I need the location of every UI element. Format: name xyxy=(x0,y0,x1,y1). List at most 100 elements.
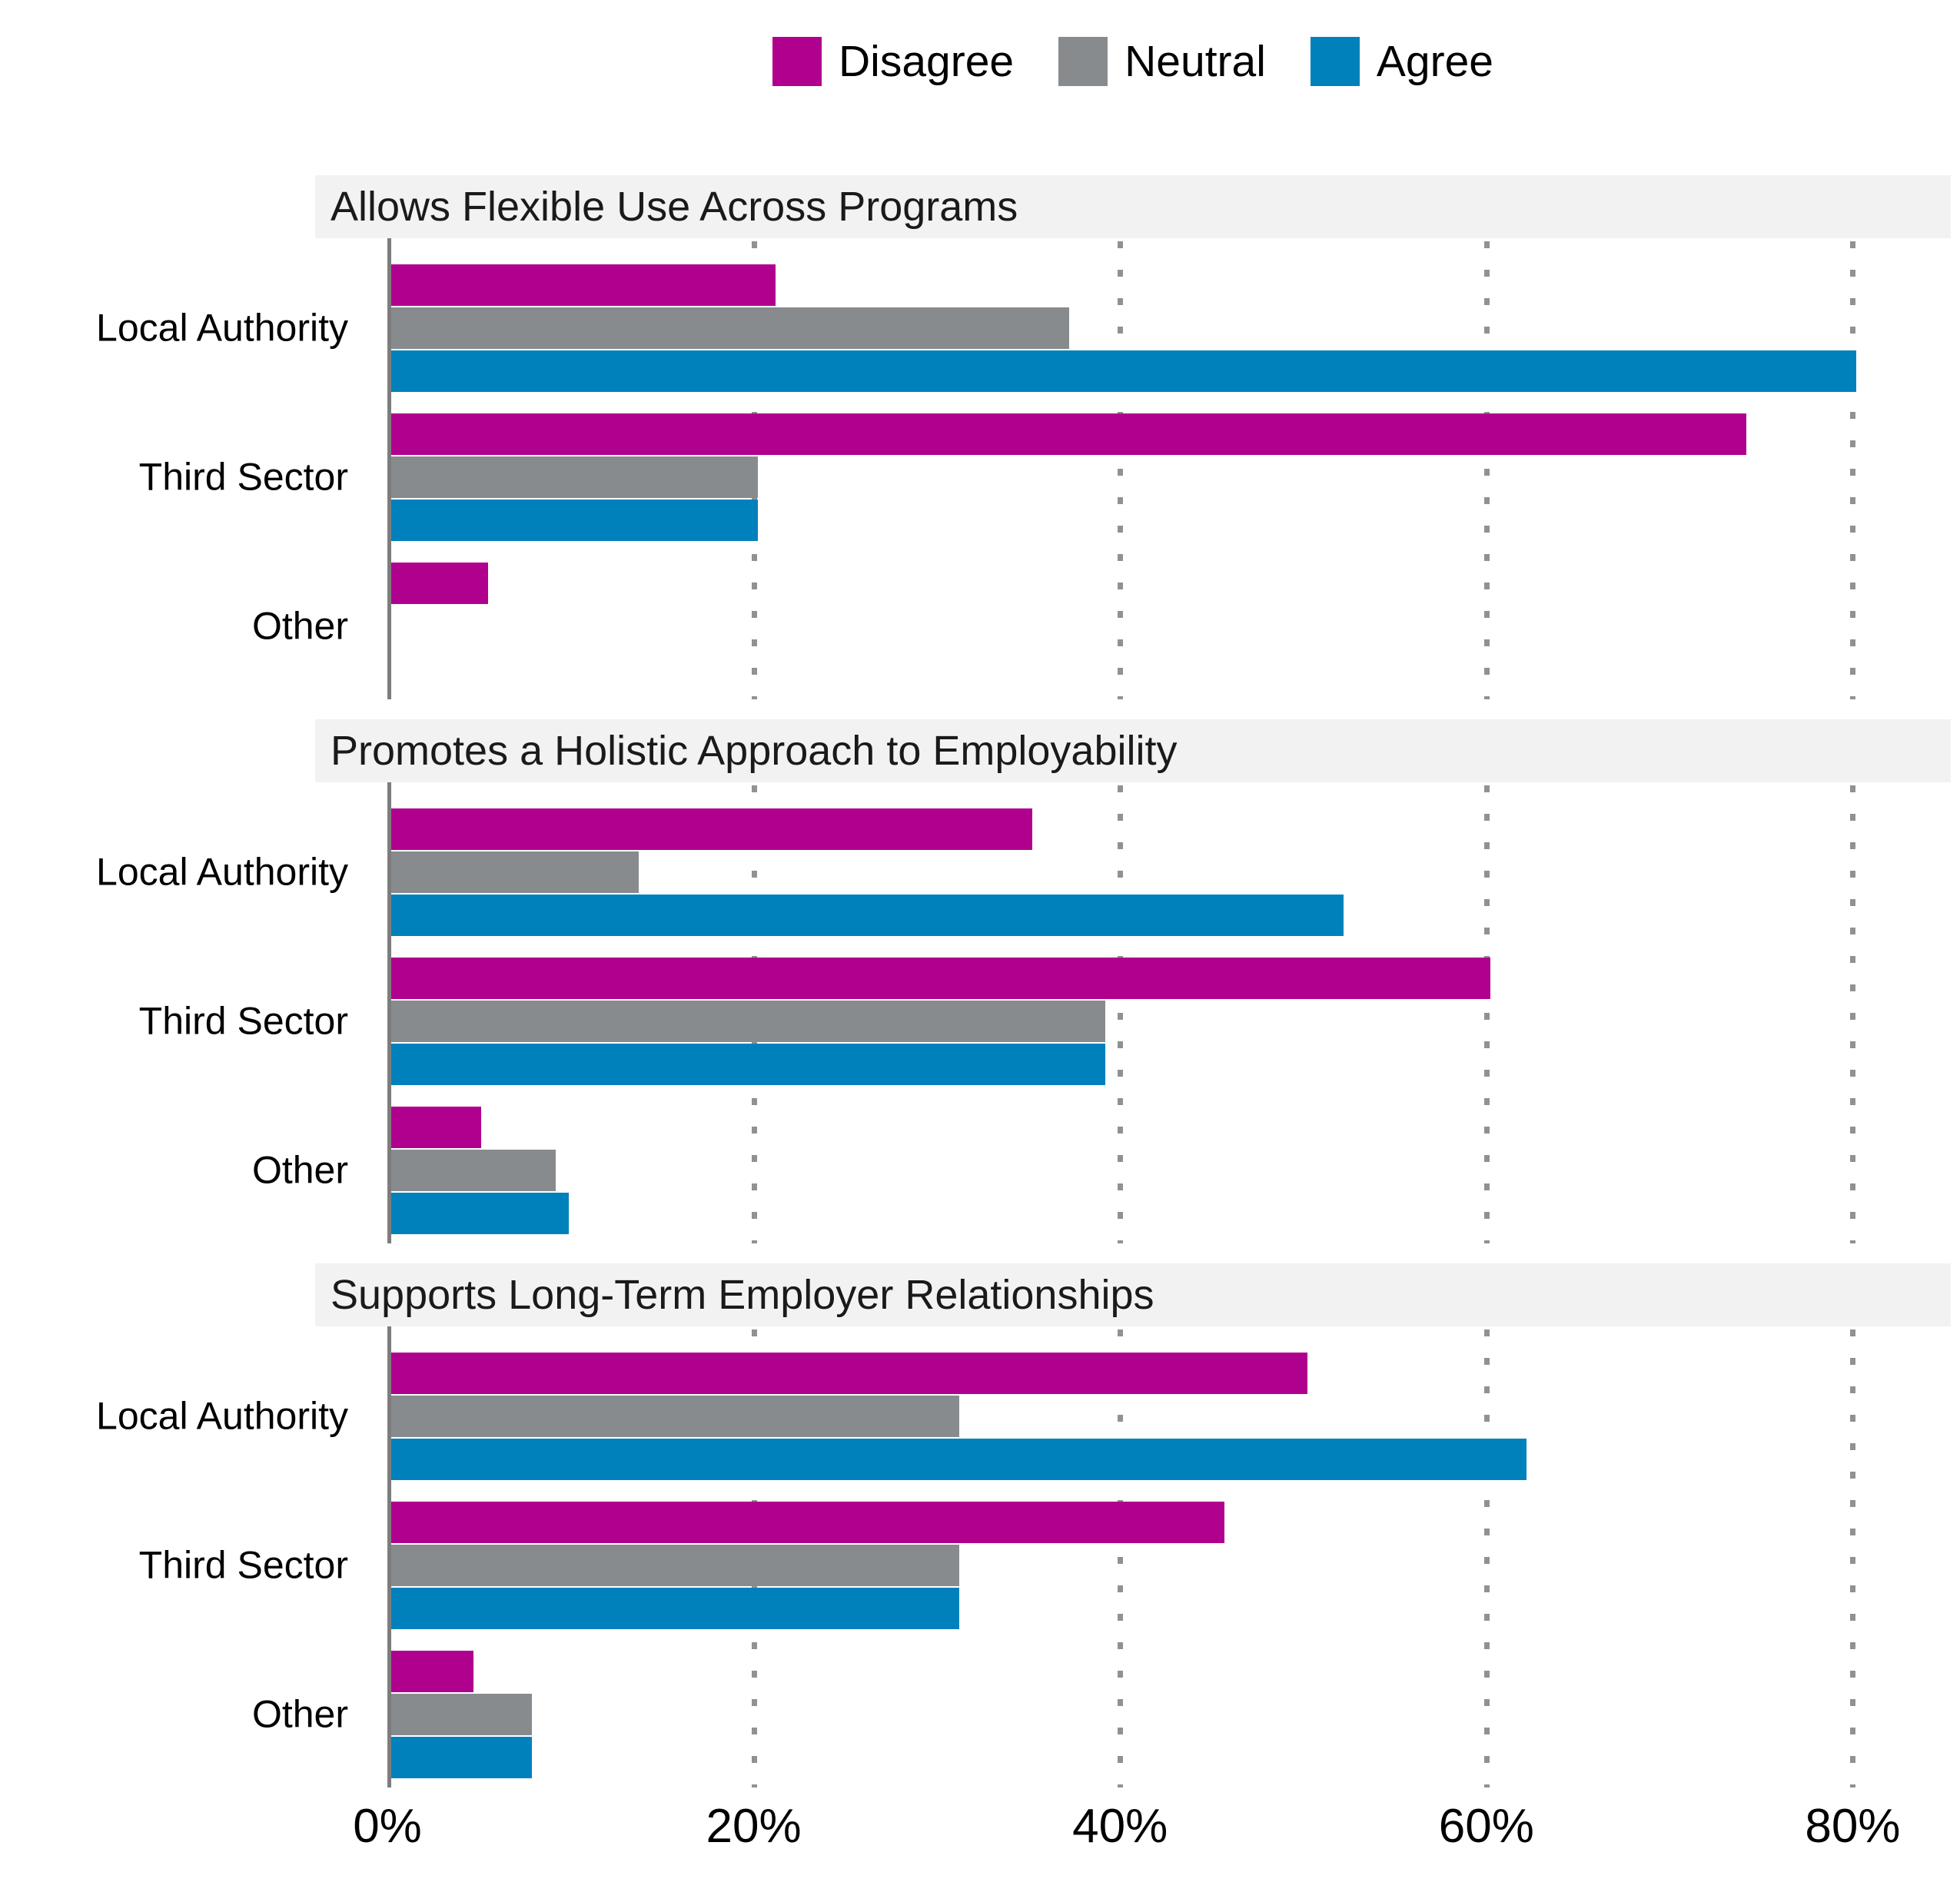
bar-row xyxy=(391,563,1951,604)
bar-row xyxy=(391,1545,1951,1586)
bar-row xyxy=(391,1439,1951,1480)
bar-other-neutral xyxy=(391,1694,533,1735)
gridline-80 xyxy=(1850,241,1856,699)
bars-container xyxy=(391,808,1951,1234)
bar-other-disagree xyxy=(391,563,489,604)
bar-local-authority-agree xyxy=(391,350,1857,392)
bar-local-authority-disagree xyxy=(391,264,776,306)
bar-third-sector-agree xyxy=(391,1044,1106,1085)
y-axis-line xyxy=(387,238,391,699)
bar-row xyxy=(391,1694,1951,1735)
panel-1: Allows Flexible Use Across Programs Local… xyxy=(96,175,1951,699)
category-label-local-authority: Local Authority xyxy=(96,850,348,894)
plot-area: Local Authority Third Sector Other xyxy=(96,238,1951,699)
bar-row xyxy=(391,851,1951,893)
category-label-other: Other xyxy=(251,604,348,648)
bar-group-third-sector xyxy=(391,958,1951,1085)
bar-third-sector-neutral xyxy=(391,1001,1106,1042)
bar-local-authority-agree xyxy=(391,895,1344,936)
bar-local-authority-disagree xyxy=(391,808,1033,850)
bar-row xyxy=(391,413,1951,455)
legend-label: Neutral xyxy=(1125,36,1266,86)
category-label-other: Other xyxy=(251,1692,348,1736)
x-tick-label-20: 20% xyxy=(706,1800,802,1853)
legend-swatch-neutral xyxy=(1058,37,1108,86)
gridline-60 xyxy=(1483,1329,1490,1787)
bar-group-third-sector xyxy=(391,413,1951,541)
panel-title: Promotes a Holistic Approach to Employab… xyxy=(331,728,1178,774)
gridline-60 xyxy=(1483,785,1490,1243)
category-label-third-sector: Third Sector xyxy=(138,1543,348,1587)
bar-third-sector-neutral xyxy=(391,456,758,498)
bar-group-other xyxy=(391,563,1951,690)
bar-row xyxy=(391,1193,1951,1234)
legend-swatch-disagree xyxy=(772,37,822,86)
bar-other-disagree xyxy=(391,1107,481,1148)
panel-strip: Promotes a Holistic Approach to Employab… xyxy=(315,719,1951,782)
bar-third-sector-agree xyxy=(391,500,758,541)
bar-row xyxy=(391,895,1951,936)
panel-3: Supports Long-Term Employer Relationship… xyxy=(96,1263,1951,1787)
bar-other-agree xyxy=(391,1737,533,1778)
x-tick-label-60: 60% xyxy=(1438,1800,1534,1853)
bar-third-sector-neutral xyxy=(391,1545,959,1586)
bar-row xyxy=(391,1737,1951,1778)
legend-item-disagree: Disagree xyxy=(772,37,1014,86)
bar-row xyxy=(391,264,1951,306)
legend-item-neutral: Neutral xyxy=(1058,37,1266,86)
gridline-40 xyxy=(1118,1329,1124,1787)
bar-other-agree xyxy=(391,1193,570,1234)
bar-group-other xyxy=(391,1107,1951,1234)
bar-third-sector-disagree xyxy=(391,1502,1225,1543)
panel-2: Promotes a Holistic Approach to Employab… xyxy=(96,719,1951,1243)
panel-title: Supports Long-Term Employer Relationship… xyxy=(331,1272,1154,1318)
category-label-third-sector: Third Sector xyxy=(138,999,348,1043)
bar-row xyxy=(391,1396,1951,1437)
bar-row xyxy=(391,1150,1951,1191)
bar-row xyxy=(391,606,1951,647)
x-axis: 0% 20% 40% 60% 80% xyxy=(315,1803,1951,1864)
y-axis-line xyxy=(387,1326,391,1787)
bars-container xyxy=(391,1353,1951,1778)
x-tick-label-80: 80% xyxy=(1805,1800,1901,1853)
legend-swatch-agree xyxy=(1310,37,1360,86)
legend-label: Disagree xyxy=(839,36,1015,86)
bar-row xyxy=(391,649,1951,690)
legend: Disagree Neutral Agree xyxy=(315,37,1951,86)
bar-group-local-authority xyxy=(391,264,1951,392)
chart: Allows Flexible Use Across Programs Local… xyxy=(96,175,1951,1787)
bar-row xyxy=(391,1651,1951,1692)
category-label-third-sector: Third Sector xyxy=(138,455,348,499)
gridline-80 xyxy=(1850,785,1856,1243)
bar-local-authority-neutral xyxy=(391,307,1069,349)
bar-local-authority-neutral xyxy=(391,851,639,893)
y-axis-line xyxy=(387,782,391,1243)
bar-row xyxy=(391,1353,1951,1394)
bar-row xyxy=(391,456,1951,498)
x-tick-label-0: 0% xyxy=(353,1800,422,1853)
bar-row xyxy=(391,500,1951,541)
bar-third-sector-disagree xyxy=(391,413,1747,455)
gridline-40 xyxy=(1118,241,1124,699)
plot-area: Local Authority Third Sector Other xyxy=(96,1326,1951,1787)
bar-group-local-authority xyxy=(391,808,1951,936)
bar-row xyxy=(391,1588,1951,1629)
bar-local-authority-neutral xyxy=(391,1396,959,1437)
bar-row xyxy=(391,350,1951,392)
bar-group-other xyxy=(391,1651,1951,1778)
bar-local-authority-agree xyxy=(391,1439,1527,1480)
category-label-other: Other xyxy=(251,1148,348,1192)
panel-strip: Allows Flexible Use Across Programs xyxy=(315,175,1951,238)
bar-row xyxy=(391,1502,1951,1543)
bar-row xyxy=(391,1001,1951,1042)
category-label-local-authority: Local Authority xyxy=(96,1394,348,1438)
bar-row xyxy=(391,1107,1951,1148)
panel-strip: Supports Long-Term Employer Relationship… xyxy=(315,1263,1951,1326)
bar-third-sector-agree xyxy=(391,1588,959,1629)
bar-third-sector-disagree xyxy=(391,958,1490,999)
x-tick-label-40: 40% xyxy=(1072,1800,1168,1853)
bar-group-local-authority xyxy=(391,1353,1951,1480)
bar-row xyxy=(391,307,1951,349)
bar-other-disagree xyxy=(391,1651,474,1692)
